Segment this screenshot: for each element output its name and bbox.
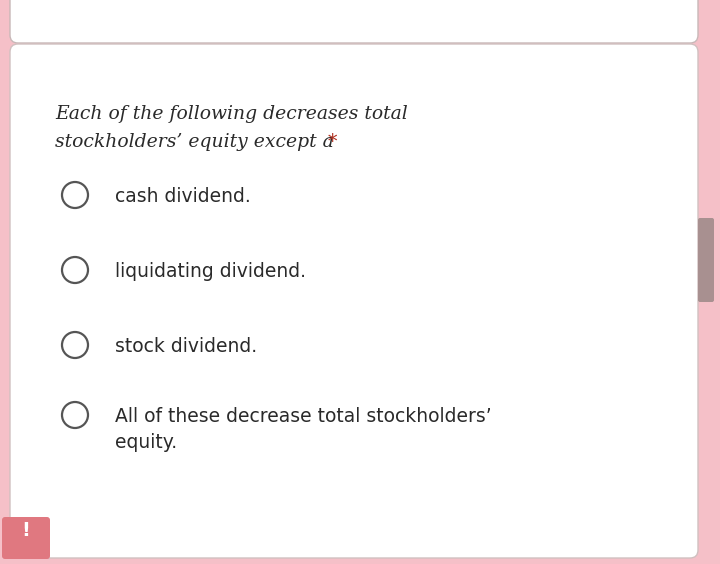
Text: Each of the following decreases total: Each of the following decreases total (55, 105, 408, 123)
Circle shape (62, 257, 88, 283)
FancyBboxPatch shape (10, 44, 698, 558)
Text: !: ! (22, 521, 30, 540)
FancyBboxPatch shape (10, 0, 698, 43)
Circle shape (62, 402, 88, 428)
Text: liquidating dividend.: liquidating dividend. (115, 262, 306, 281)
FancyBboxPatch shape (698, 218, 714, 302)
Circle shape (62, 332, 88, 358)
Text: stock dividend.: stock dividend. (115, 337, 257, 356)
Text: *: * (322, 133, 338, 151)
FancyBboxPatch shape (2, 517, 50, 559)
Text: All of these decrease total stockholders’
equity.: All of these decrease total stockholders… (115, 407, 492, 452)
Circle shape (62, 182, 88, 208)
Text: cash dividend.: cash dividend. (115, 187, 251, 206)
Text: stockholders’ equity except a: stockholders’ equity except a (55, 133, 334, 151)
